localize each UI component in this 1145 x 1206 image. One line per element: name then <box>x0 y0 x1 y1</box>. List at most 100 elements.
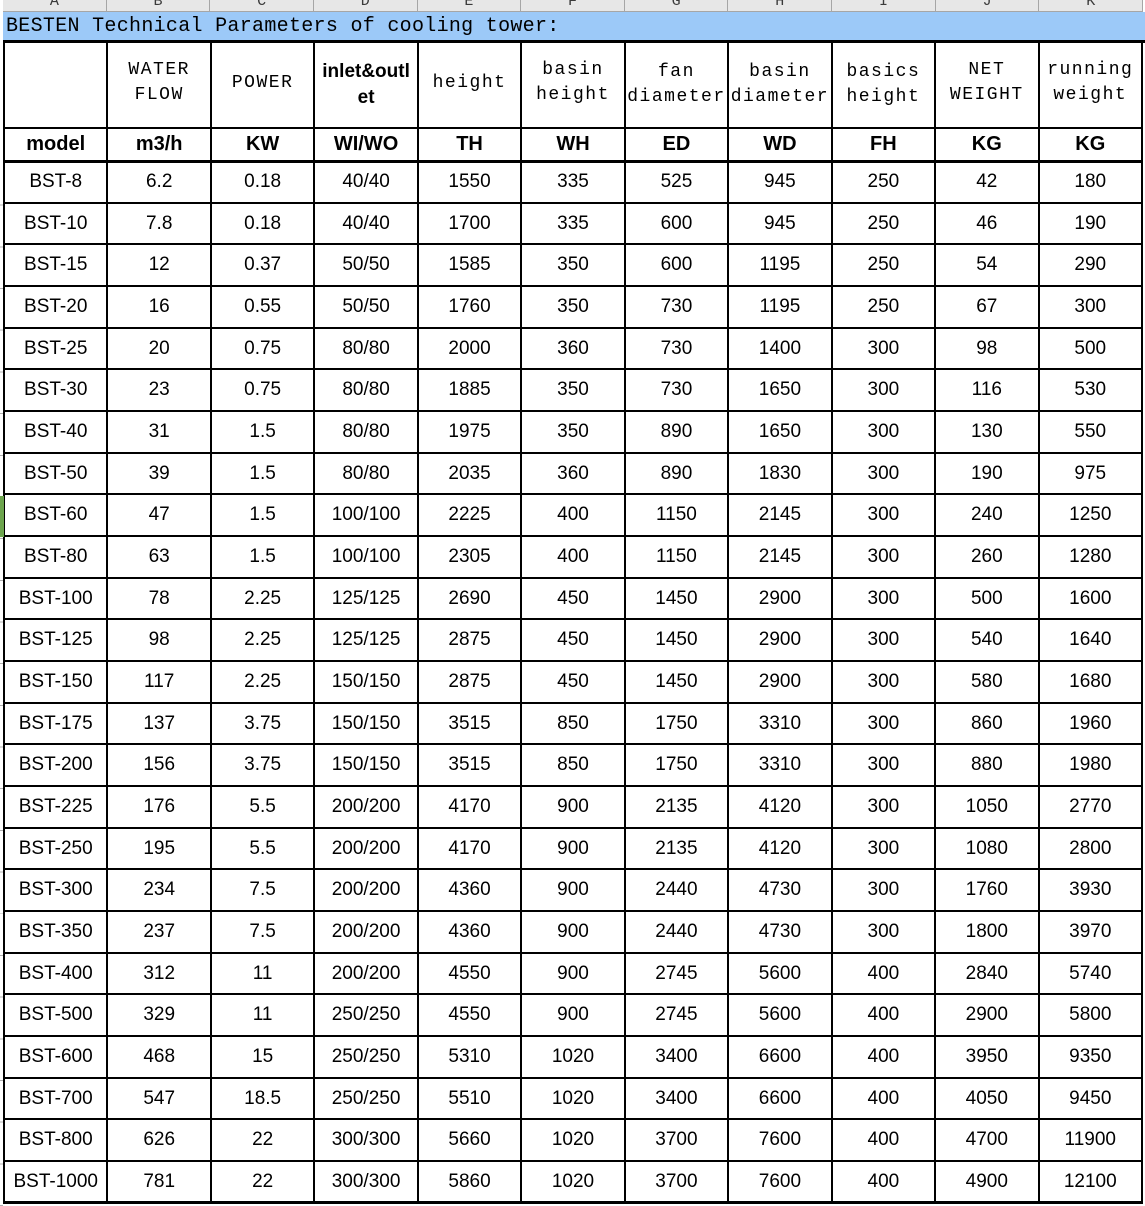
value-cell[interactable]: 100/100 <box>313 493 419 538</box>
value-cell[interactable]: 600 <box>623 243 730 288</box>
value-cell[interactable]: 0.75 <box>209 368 316 413</box>
value-cell[interactable]: 1400 <box>727 326 833 371</box>
value-cell[interactable]: 0.18 <box>209 160 316 204</box>
value-cell[interactable]: 15 <box>209 1035 316 1079</box>
value-cell[interactable]: 176 <box>106 785 212 829</box>
value-cell[interactable]: 260 <box>934 535 1040 579</box>
value-cell[interactable]: 900 <box>520 868 626 913</box>
value-cell[interactable]: 350 <box>520 410 626 454</box>
model-cell[interactable]: BST-15 <box>2 243 109 288</box>
value-cell[interactable]: 1080 <box>934 826 1040 871</box>
value-cell[interactable]: 250/250 <box>313 1076 419 1121</box>
value-cell[interactable]: 39 <box>106 451 212 496</box>
value-cell[interactable]: 250 <box>830 160 937 204</box>
value-cell[interactable]: 250 <box>830 243 937 288</box>
value-cell[interactable]: 2900 <box>727 618 833 663</box>
model-cell[interactable]: BST-10 <box>2 201 109 246</box>
value-cell[interactable]: 80/80 <box>313 326 419 371</box>
value-cell[interactable]: 547 <box>106 1076 212 1121</box>
value-cell[interactable]: 5860 <box>416 1160 523 1205</box>
value-cell[interactable]: 2745 <box>623 993 730 1038</box>
value-cell[interactable]: 80/80 <box>313 368 419 413</box>
value-cell[interactable]: 200/200 <box>313 826 419 871</box>
value-cell[interactable]: 2440 <box>623 910 730 954</box>
value-cell[interactable]: 2.25 <box>209 660 316 704</box>
value-cell[interactable]: 900 <box>520 785 626 829</box>
value-cell[interactable]: 80/80 <box>313 451 419 496</box>
value-cell[interactable]: 525 <box>623 160 730 204</box>
value-cell[interactable]: 2900 <box>727 660 833 704</box>
value-cell[interactable]: 4170 <box>416 785 523 829</box>
model-cell[interactable]: BST-400 <box>2 951 109 996</box>
value-cell[interactable]: 5.5 <box>209 826 316 871</box>
header-basin-height[interactable]: basin height <box>520 43 626 129</box>
header-inlet-outlet[interactable]: inlet&outl et <box>313 43 419 129</box>
header-code-kg-net[interactable]: KG <box>934 127 1040 163</box>
value-cell[interactable]: 300 <box>830 618 937 663</box>
value-cell[interactable]: 1450 <box>623 660 730 704</box>
value-cell[interactable]: 4730 <box>727 868 833 913</box>
value-cell[interactable]: 4730 <box>727 910 833 954</box>
value-cell[interactable]: 4120 <box>727 785 833 829</box>
value-cell[interactable]: 730 <box>623 326 730 371</box>
header-basics-height[interactable]: basics height <box>830 43 937 129</box>
column-letter[interactable]: K <box>1039 0 1143 11</box>
header-model-spacer[interactable] <box>2 43 109 129</box>
value-cell[interactable]: 156 <box>106 743 212 788</box>
value-cell[interactable]: 600 <box>623 201 730 246</box>
value-cell[interactable]: 900 <box>520 826 626 871</box>
value-cell[interactable]: 400 <box>830 1160 937 1205</box>
value-cell[interactable]: 5600 <box>727 951 833 996</box>
value-cell[interactable]: 1650 <box>727 410 833 454</box>
value-cell[interactable]: 7.5 <box>209 868 316 913</box>
value-cell[interactable]: 500 <box>1037 326 1144 371</box>
value-cell[interactable]: 300 <box>830 868 937 913</box>
model-cell[interactable]: BST-1000 <box>2 1160 109 1205</box>
value-cell[interactable]: 4170 <box>416 826 523 871</box>
column-letter[interactable]: F <box>521 0 625 11</box>
model-cell[interactable]: BST-50 <box>2 451 109 496</box>
value-cell[interactable]: 98 <box>934 326 1040 371</box>
value-cell[interactable]: 4700 <box>934 1118 1040 1163</box>
value-cell[interactable]: 850 <box>520 701 626 746</box>
value-cell[interactable]: 234 <box>106 868 212 913</box>
value-cell[interactable]: 2770 <box>1037 785 1144 829</box>
column-letter[interactable]: H <box>728 0 833 11</box>
value-cell[interactable]: 116 <box>934 368 1040 413</box>
value-cell[interactable]: 400 <box>830 1035 937 1079</box>
value-cell[interactable]: 50/50 <box>313 243 419 288</box>
value-cell[interactable]: 7.8 <box>106 201 212 246</box>
value-cell[interactable]: 7.5 <box>209 910 316 954</box>
column-letter[interactable]: D <box>314 0 418 11</box>
value-cell[interactable]: 54 <box>934 243 1040 288</box>
value-cell[interactable]: 300/300 <box>313 1160 419 1205</box>
value-cell[interactable]: 468 <box>106 1035 212 1079</box>
value-cell[interactable]: 5740 <box>1037 951 1144 996</box>
value-cell[interactable]: 530 <box>1037 368 1144 413</box>
value-cell[interactable]: 2745 <box>623 951 730 996</box>
value-cell[interactable]: 20 <box>106 326 212 371</box>
value-cell[interactable]: 2440 <box>623 868 730 913</box>
value-cell[interactable]: 1150 <box>623 535 730 579</box>
value-cell[interactable]: 360 <box>520 451 626 496</box>
value-cell[interactable]: 2135 <box>623 785 730 829</box>
value-cell[interactable]: 195 <box>106 826 212 871</box>
value-cell[interactable]: 240 <box>934 493 1040 538</box>
value-cell[interactable]: 300 <box>830 410 937 454</box>
value-cell[interactable]: 335 <box>520 201 626 246</box>
value-cell[interactable]: 730 <box>623 368 730 413</box>
value-cell[interactable]: 125/125 <box>313 618 419 663</box>
value-cell[interactable]: 1885 <box>416 368 523 413</box>
value-cell[interactable]: 250 <box>830 285 937 329</box>
value-cell[interactable]: 626 <box>106 1118 212 1163</box>
value-cell[interactable]: 42 <box>934 160 1040 204</box>
model-cell[interactable]: BST-125 <box>2 618 109 663</box>
header-net-weight[interactable]: NET WEIGHT <box>934 43 1040 129</box>
model-cell[interactable]: BST-25 <box>2 326 109 371</box>
value-cell[interactable]: 100/100 <box>313 535 419 579</box>
value-cell[interactable]: 9350 <box>1037 1035 1144 1079</box>
header-code-m3h[interactable]: m3/h <box>106 127 212 163</box>
value-cell[interactable]: 2690 <box>416 576 523 621</box>
value-cell[interactable]: 12 <box>106 243 212 288</box>
value-cell[interactable]: 730 <box>623 285 730 329</box>
